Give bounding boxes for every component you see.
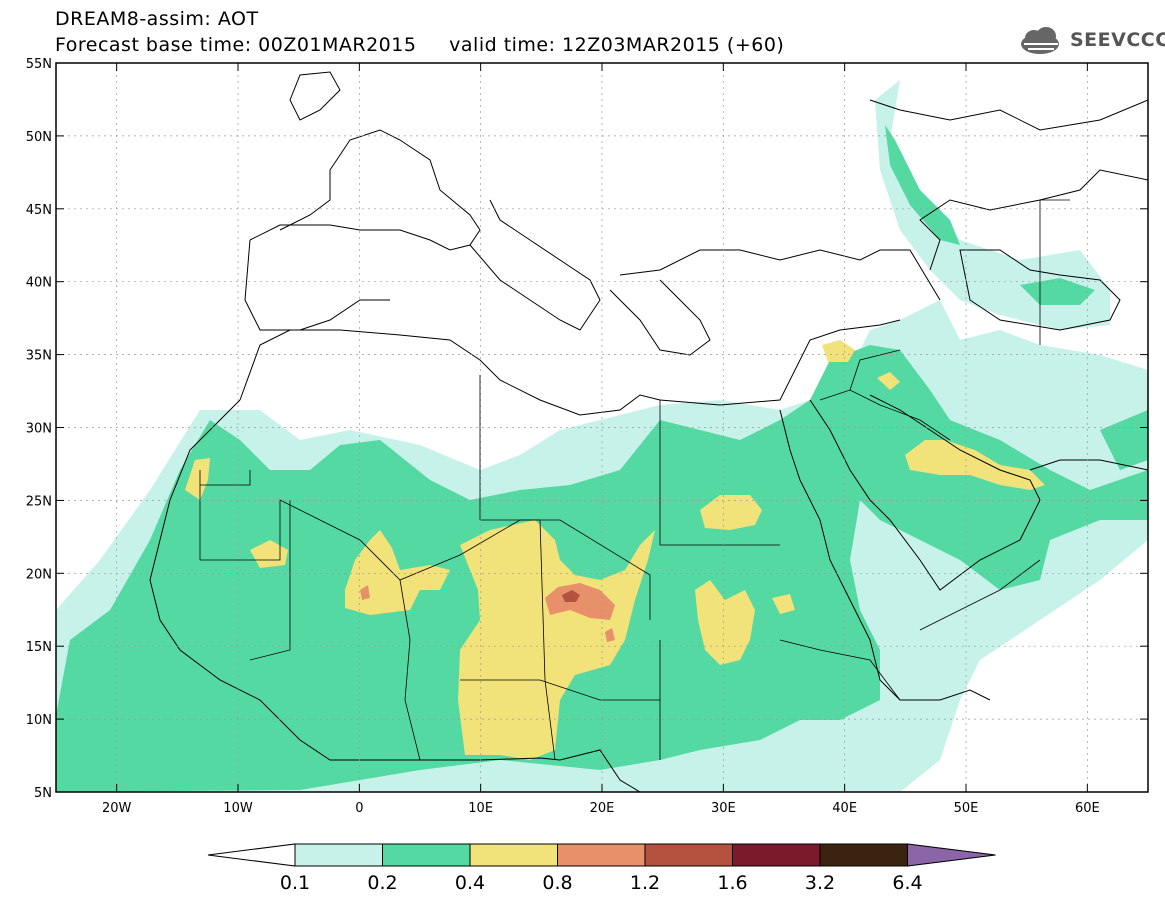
colorbar-label: 1.2 (629, 872, 661, 894)
lon-tick-label: 40E (832, 801, 857, 816)
lat-tick-label: 10N (26, 713, 52, 728)
colorbar-segment (469, 843, 558, 867)
aot-contour-0.8-b (605, 628, 615, 642)
aot-contour-0.2-east (1100, 410, 1148, 470)
lon-tick-label: 10E (468, 801, 493, 816)
lat-tick-label: 5N (34, 786, 52, 801)
lat-tick-label: 35N (26, 349, 52, 364)
aot-contour-0.4-morocco (185, 458, 210, 500)
lat-tick-label: 45N (26, 203, 52, 218)
aot-contour-0.4-redsea (772, 594, 795, 614)
colorbar-label: 1.6 (717, 872, 748, 894)
colorbar-segment (644, 843, 733, 867)
lat-tick-label: 15N (26, 640, 52, 655)
colorbar-label: 0.2 (367, 872, 398, 894)
logo-text: SEEVCCC (1070, 29, 1165, 51)
country-borders (199, 199, 1070, 761)
colorbar-segment (732, 843, 821, 867)
lon-tick-label: 30E (711, 801, 736, 816)
colorbar-label: 0.1 (279, 872, 311, 894)
aot-contour-0.4-gulf (905, 440, 1045, 490)
aot-contour-0.4-iraq (877, 372, 900, 390)
colorbar-low-arrow (207, 843, 296, 867)
aot-contour-1.2 (562, 590, 580, 602)
lon-tick-label: 20W (102, 801, 132, 816)
aot-contour-0.8 (545, 583, 615, 620)
colorbar-label: 0.4 (454, 872, 486, 894)
colorbar-segment (382, 843, 471, 867)
axis-ticks: 5N 10N 15N 20N 25N 30N 35N 40N 45N 50N 55N 20W 10W 0 1… (26, 57, 1148, 816)
aot-contour-0.4-mali (250, 540, 288, 568)
colorbar-label: 3.2 (804, 872, 836, 894)
lat-tick-label: 25N (26, 494, 52, 509)
aot-contour-0.8-niger (360, 585, 370, 600)
lon-tick-label: 20E (590, 801, 615, 816)
colorbar-segment (819, 843, 908, 867)
lon-tick-label: 60E (1075, 801, 1100, 816)
lon-tick-label: 0 (355, 801, 363, 816)
colorbar-segment (294, 843, 383, 867)
aot-contour-0.4-sinai (822, 340, 855, 362)
lat-tick-label: 30N (26, 422, 52, 437)
lat-tick-label: 50N (26, 130, 52, 145)
lon-tick-label: 50E (954, 801, 979, 816)
aot-contour-0.4-sudan (695, 580, 755, 665)
coastlines (149, 71, 1148, 792)
colorbar-label: 0.8 (542, 872, 573, 894)
seevccc-cloud-logo-icon (1021, 27, 1059, 54)
lon-tick-label: 10W (223, 801, 253, 816)
lat-tick-label: 55N (26, 57, 52, 72)
colorbar-high-arrow (907, 843, 996, 867)
colorbar-label: 6.4 (892, 872, 923, 894)
colorbar-segment (557, 843, 646, 867)
lat-tick-label: 40N (26, 276, 52, 291)
graticule (56, 63, 1148, 792)
forecast-time-line: Forecast base time: 00Z01MAR2015 valid t… (55, 34, 785, 56)
aot-contour-0.1-caspian (875, 80, 1110, 330)
aot-contour-0.4-egypt (700, 495, 762, 530)
aot-contour-0.4 (458, 520, 655, 760)
map-title: DREAM8-assim: AOT (55, 8, 259, 30)
lat-tick-label: 20N (26, 567, 52, 582)
